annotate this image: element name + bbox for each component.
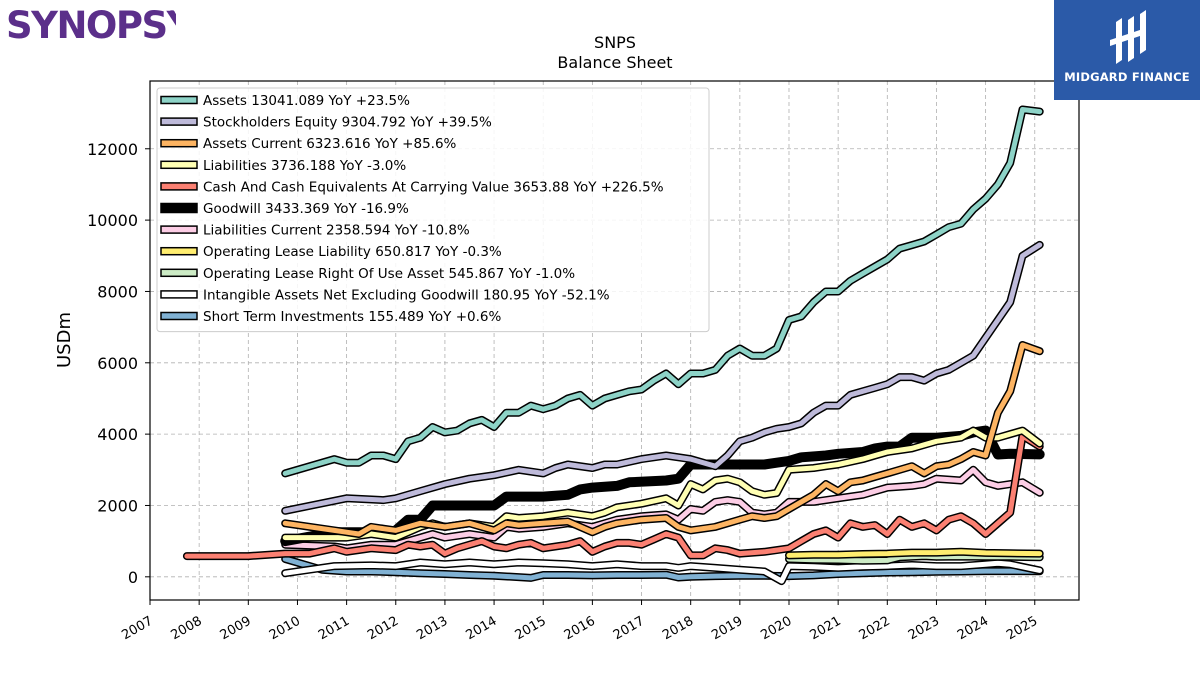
x-tick-label: 2007 [119,614,155,644]
x-tick-label: 2016 [562,614,598,644]
legend-swatch [160,225,198,234]
midgard-finance-logo-text: MIDGARD FINANCE [1064,70,1190,84]
series-line [282,467,1043,551]
legend-item: Cash And Cash Equivalents At Carrying Va… [160,179,664,195]
y-tick-label: 8000 [97,282,138,301]
series-line [184,433,1043,559]
legend-swatch [160,117,198,126]
legend-item: Liabilities Current 2358.594 YoY -10.8% [160,223,470,239]
legend-item: Intangible Assets Net Excluding Goodwill… [160,287,610,303]
legend-label: Intangible Assets Net Excluding Goodwill… [203,287,610,303]
legend-swatch [160,268,198,278]
series-goodwill [280,425,1045,547]
legend-label: Operating Lease Right Of Use Asset 545.8… [203,266,575,282]
legend-box [156,87,710,333]
x-tick-label: 2008 [169,614,205,644]
legend-item: Operating Lease Liability 650.817 YoY -0… [160,244,502,260]
legend-item: Goodwill 3433.369 YoY -16.9% [160,201,409,217]
legend-label: Liabilities Current 2358.594 YoY -10.8% [203,223,470,239]
legend-item: Liabilities 3736.188 YoY -3.0% [160,158,406,174]
legend-swatch [160,182,198,191]
synopsys-logo-text: SYNOPSYS [6,4,176,44]
x-tick-label: 2015 [513,614,549,644]
series-line [282,242,1043,514]
legend-item: Assets Current 6323.616 YoY +85.6% [160,136,457,152]
x-tick-label: 2023 [906,614,942,644]
series-stockholders-equity [281,240,1044,515]
legend-item: Stockholders Equity 9304.792 YoY +39.5% [160,115,492,131]
legend-item: Operating Lease Right Of Use Asset 545.8… [160,266,575,282]
midgard-mark-icon [1110,10,1146,64]
plot-area [182,105,1045,586]
legend-label: Operating Lease Liability 650.817 YoY -0… [203,244,502,260]
x-tick-label: 2022 [857,614,893,644]
y-tick-label: 0 [128,568,138,587]
legend-label: Goodwill 3433.369 YoY -16.9% [203,201,409,217]
chart-title: SNPS [594,33,636,52]
legend-swatch [160,290,198,299]
series-line [280,425,1045,547]
x-tick-label: 2024 [955,614,991,644]
x-tick-label: 2013 [414,614,450,644]
series-liabilities-current [281,465,1044,553]
y-tick-label: 2000 [97,496,138,515]
chart-subtitle: Balance Sheet [557,53,672,72]
series-line [786,549,1043,558]
series-cash-and-cash-equivalents-at-carrying-value [182,431,1044,561]
legend-label: Cash And Cash Equivalents At Carrying Va… [203,179,664,195]
series-line [282,342,1043,537]
y-tick-label: 6000 [97,354,138,373]
x-tick-label: 2010 [267,614,303,644]
x-tick-label: 2012 [365,614,401,644]
legend-label: Stockholders Equity 9304.792 YoY +39.5% [203,115,492,131]
series-assets-current [281,341,1044,538]
legend-label: Assets 13041.089 YoY +23.5% [203,93,410,109]
x-tick-label: 2009 [218,614,254,644]
series-assets [281,105,1044,478]
y-axis: 0 2000 4000 6000 8000 10000 12000 [87,140,150,587]
series-operating-lease-liability [785,547,1044,560]
legend-label: Assets Current 6323.616 YoY +85.6% [203,136,457,152]
x-tick-label: 2025 [1004,614,1040,644]
y-tick-label: 12000 [87,140,138,159]
legend-swatch [160,246,198,256]
x-tick-label: 2021 [808,614,844,644]
series-line [282,560,1043,584]
x-tick-label: 2011 [316,614,352,644]
legend-label: Short Term Investments 155.489 YoY +0.6% [203,309,501,325]
y-axis-label: USDm [54,312,75,368]
plot-frame [149,80,1080,601]
legend-label: Liabilities 3736.188 YoY -3.0% [203,158,406,174]
x-axis: 2007 2008 2009 2010 2011 2012 2013 2014 2015 2016… [119,600,1040,643]
midgard-finance-logo: MIDGARD FINANCE [1054,0,1200,100]
legend-swatch [160,202,198,214]
legend: Assets 13041.089 YoY +23.5% Stockholders … [156,87,710,333]
series-short-term-investments [281,555,1044,582]
x-tick-label: 2014 [463,614,499,644]
registered-mark: ® [168,9,176,18]
legend-swatch [160,95,198,105]
x-tick-label: 2018 [660,614,696,644]
synopsys-logo: SYNOPSYS ® [6,2,219,47]
legend-item: Assets 13041.089 YoY +23.5% [160,93,410,109]
x-tick-label: 2019 [709,614,745,644]
legend-swatch [160,138,198,148]
series-line [282,556,1043,581]
y-tick-label: 4000 [97,425,138,444]
legend-swatch [160,160,198,170]
y-tick-label: 10000 [87,211,138,230]
x-tick-label: 2017 [611,614,647,644]
series-intangible-assets-net-excluding-goodwill [281,558,1044,586]
legend-swatch [160,311,198,321]
x-tick-label: 2020 [758,614,794,644]
legend-item: Short Term Investments 155.489 YoY +0.6% [160,309,501,325]
series-line [282,107,1043,476]
